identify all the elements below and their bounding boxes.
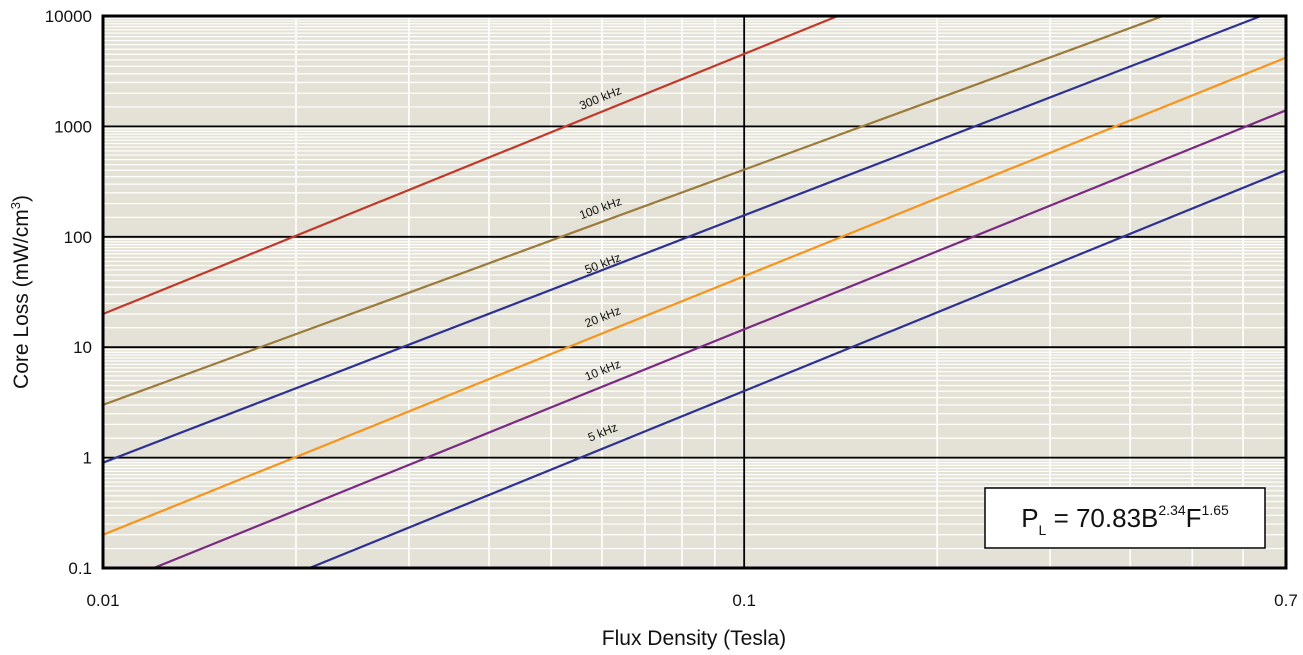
formula-sup2: 1.65	[1202, 502, 1229, 518]
plot-frame	[101, 14, 1288, 570]
major-grid	[103, 16, 1286, 568]
y-tick-label: 1000	[54, 117, 92, 136]
formula-f: F	[1186, 503, 1202, 533]
series-lines	[102, 14, 1287, 570]
formula-sub: L	[1039, 522, 1047, 538]
x-axis-title: Flux Density (Tesla)	[602, 627, 786, 650]
y-tick-label: 0.1	[68, 559, 92, 578]
formula-text: PL = 70.83B2.34F1.65	[1021, 502, 1229, 538]
plot-background	[103, 16, 1286, 568]
formula-mid: = 70.83B	[1046, 503, 1158, 533]
y-tick-label: 10000	[45, 7, 92, 26]
y-tick-label: 1	[83, 449, 92, 468]
y-axis-title-sup: 3	[8, 202, 23, 209]
x-tick-label: 0.7	[1274, 591, 1298, 610]
y-axis-title-end: )	[10, 195, 33, 202]
x-tick-label: 0.1	[732, 591, 756, 610]
formula-frame	[984, 487, 1266, 549]
tick-labels: 0.01 0.1 0.7 0.1 1 10 100 1000 10000	[45, 7, 1298, 610]
series-line	[102, 14, 1164, 406]
series-line	[102, 14, 1262, 464]
series-line	[153, 109, 1287, 570]
series-line	[102, 56, 1287, 536]
formula-box: PL = 70.83B2.34F1.65	[984, 487, 1266, 549]
y-tick-label: 100	[64, 228, 92, 247]
series-line	[102, 14, 839, 316]
formula-p: P	[1021, 503, 1038, 533]
x-tick-label: 0.01	[86, 591, 119, 610]
series-line	[309, 169, 1287, 570]
formula-sup1: 2.34	[1158, 502, 1185, 518]
y-axis-title-main: Core Loss (mW/cm	[10, 209, 33, 389]
y-tick-label: 10	[73, 338, 92, 357]
y-axis-title: Core Loss (mW/cm3)	[8, 195, 33, 389]
